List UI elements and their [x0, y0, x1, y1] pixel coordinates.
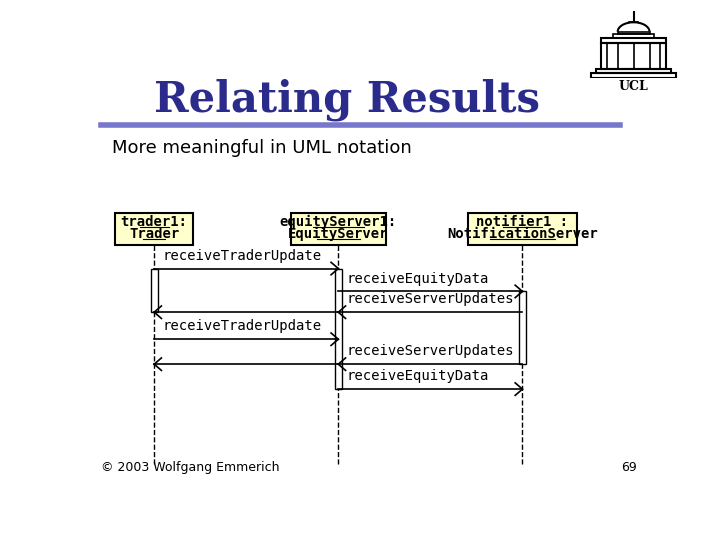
Text: receiveEquityData: receiveEquityData [347, 369, 489, 383]
FancyBboxPatch shape [291, 213, 386, 245]
FancyBboxPatch shape [468, 213, 577, 245]
Text: receiveServerUpdates: receiveServerUpdates [347, 345, 514, 359]
Text: receiveServerUpdates: receiveServerUpdates [347, 292, 514, 306]
Text: trader1:: trader1: [121, 214, 188, 228]
Bar [596, 69, 671, 73]
Bar [591, 73, 675, 78]
Text: © 2003 Wolfgang Emmerich: © 2003 Wolfgang Emmerich [101, 461, 279, 474]
Text: notifier1 :: notifier1 : [477, 214, 569, 228]
Text: NotificationServer: NotificationServer [447, 227, 598, 241]
FancyBboxPatch shape [335, 268, 342, 389]
Text: receiveTraderUpdate: receiveTraderUpdate [163, 249, 322, 263]
Bar [600, 38, 666, 43]
Text: EquityServer: EquityServer [288, 227, 389, 241]
Bar [600, 43, 666, 69]
FancyBboxPatch shape [150, 268, 158, 312]
Text: Trader: Trader [129, 227, 179, 241]
Text: equityServer1:: equityServer1: [279, 214, 397, 228]
Text: Relating Results: Relating Results [153, 79, 540, 122]
Text: UCL: UCL [618, 80, 649, 93]
FancyBboxPatch shape [519, 292, 526, 364]
Bar [613, 35, 654, 38]
Text: receiveEquityData: receiveEquityData [347, 272, 489, 286]
Text: receiveTraderUpdate: receiveTraderUpdate [163, 319, 322, 333]
FancyBboxPatch shape [115, 213, 193, 245]
Bar [618, 32, 649, 35]
Text: More meaningful in UML notation: More meaningful in UML notation [112, 139, 412, 157]
Text: 69: 69 [621, 461, 637, 474]
